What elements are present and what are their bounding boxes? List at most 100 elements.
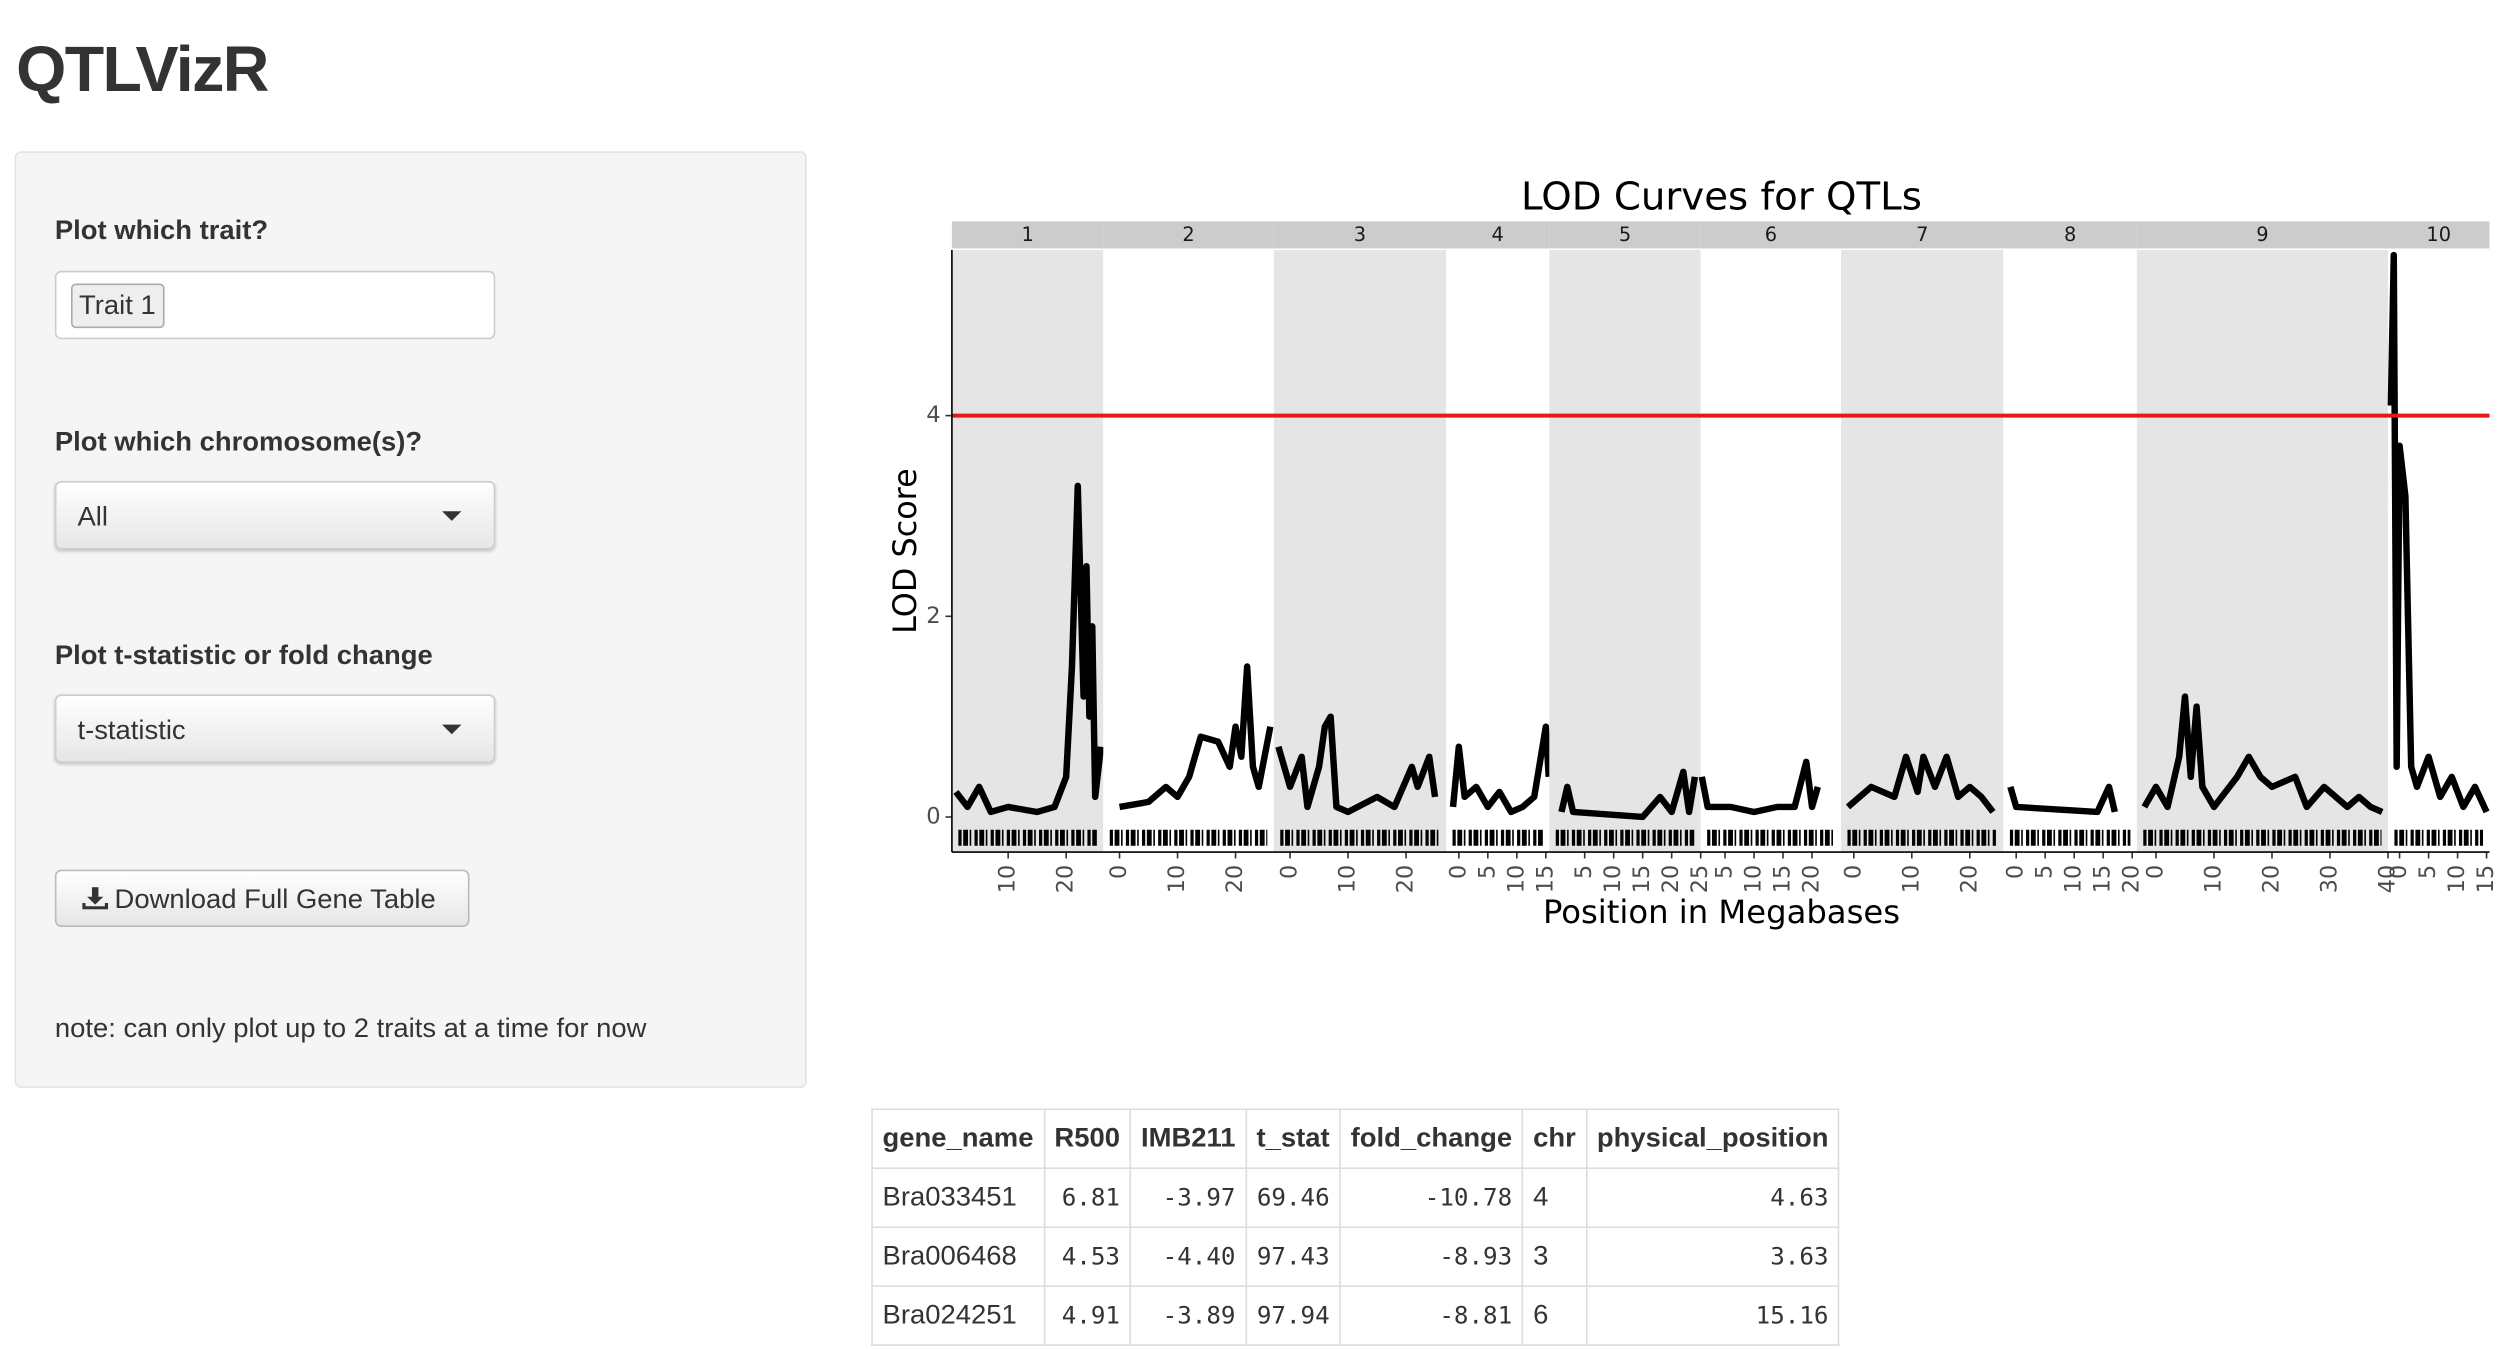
facet-panel: [2136, 250, 2388, 853]
facet-panel: [1103, 250, 1274, 853]
facet-strip: [1273, 221, 1447, 249]
stat-value: t-statistic: [77, 715, 186, 746]
x-tick-label: 5: [1711, 865, 1737, 879]
x-tick-label: 10: [2444, 865, 2470, 893]
table-cell: 6: [1521, 1285, 1588, 1346]
facet-strip: [1841, 221, 2004, 249]
lod-curve: [953, 482, 1105, 816]
lod-curve: [2141, 693, 2384, 815]
x-tick-label: 20: [1053, 865, 1079, 893]
chrom-select[interactable]: All: [54, 480, 496, 550]
column-header: fold_change: [1339, 1108, 1524, 1170]
lod-curve: [1845, 753, 1996, 814]
facet-panel: [1700, 250, 1842, 853]
x-tick-label: 10: [995, 865, 1021, 893]
column-header: gene_name: [871, 1108, 1045, 1170]
facet-label: 9: [2256, 223, 2268, 246]
table-cell: 4.63: [1585, 1167, 1840, 1228]
x-tick-label: 0: [2142, 865, 2168, 879]
x-tick-label: 5: [1474, 865, 1500, 879]
x-tick-label: 25: [1687, 865, 1713, 893]
x-tick-label: 20: [1658, 865, 1684, 893]
table-cell: Bra006468: [871, 1226, 1045, 1287]
facet-panel: [2003, 250, 2137, 853]
table-row: Bra024251 4.91 -3.89 97.94 -8.81 6 15.16: [871, 1285, 1840, 1346]
stat-label: Plot t-statistic or fold change: [54, 640, 433, 671]
x-tick-label: 0: [1106, 865, 1132, 879]
table-cell: -8.93: [1339, 1226, 1524, 1287]
download-icon: [82, 887, 109, 910]
table-cell: 4.53: [1043, 1226, 1132, 1287]
x-tick-label: 0: [1840, 865, 1866, 879]
facet-strip: [2003, 221, 2137, 249]
facet-strip: [1700, 221, 1842, 249]
facet-strip: [2136, 221, 2388, 249]
table-cell: 3: [1521, 1226, 1588, 1287]
table-row: Bra006468 4.53 -4.40 97.43 -8.93 3 3.63: [871, 1226, 1840, 1287]
chrom-label: Plot which chromosome(s)?: [54, 426, 423, 458]
gene-table: gene_name R500 IMB211 t_stat fold_change chr p…: [871, 1108, 1840, 1346]
trait-label: Plot which trait?: [54, 215, 269, 246]
facet-label: 10: [2426, 223, 2451, 246]
x-tick-label: 10: [2061, 865, 2087, 893]
lod-curve: [1698, 758, 1821, 816]
facet-strip: [1103, 221, 1274, 249]
trait-tag[interactable]: Trait 1: [70, 283, 164, 329]
x-tick-label: 5: [2032, 865, 2058, 879]
facet-label: 4: [1492, 223, 1504, 246]
table-cell: 69.46: [1245, 1167, 1341, 1228]
stat-select[interactable]: t-statistic: [54, 694, 496, 763]
facet-strip: [2387, 221, 2490, 249]
column-header: IMB211: [1129, 1108, 1247, 1170]
note: note: can only plot up to 2 traits at a …: [54, 1012, 647, 1044]
x-tick-label: 0: [2003, 865, 2029, 879]
table-cell: Bra024251: [871, 1285, 1045, 1346]
column-header: physical_position: [1585, 1108, 1840, 1170]
y-axis-title: LOD Score: [886, 468, 924, 633]
facet-panel: [1549, 250, 1701, 853]
chrom-value: All: [77, 501, 108, 532]
x-tick-label: 10: [1740, 865, 1766, 893]
y-tick-label: 2: [926, 603, 940, 629]
column-header: t_stat: [1245, 1108, 1341, 1170]
trait-input[interactable]: Trait 1: [54, 270, 496, 340]
chart-title: LOD Curves for QTLs: [1521, 175, 1922, 220]
x-tick-label: 15: [1629, 865, 1655, 893]
x-tick-label: 20: [1956, 865, 1982, 893]
y-tick-label: 4: [926, 402, 940, 428]
column-header: R500: [1043, 1108, 1132, 1170]
table-cell: -3.89: [1129, 1285, 1247, 1346]
x-tick-label: 5: [2415, 865, 2441, 879]
facet-strip: [1446, 221, 1550, 249]
x-tick-label: 15: [1769, 865, 1795, 893]
x-tick-label: 10: [1164, 865, 1190, 893]
table-cell: -8.81: [1339, 1285, 1524, 1346]
x-tick-label: 15: [1532, 865, 1558, 893]
download-button[interactable]: Download Full Gene Table: [54, 869, 470, 927]
download-text: Download Full Gene Table: [114, 883, 436, 915]
facet-panel: [1841, 250, 2004, 853]
lod-curve: [2387, 251, 2490, 814]
x-tick-label: 10: [1600, 865, 1626, 893]
lod-curve: [1558, 768, 1699, 821]
x-tick-label: 20: [2119, 865, 2145, 893]
facet-label: 3: [1354, 223, 1366, 246]
x-tick-label: 20: [1798, 865, 1824, 893]
facet-strip: [1549, 221, 1701, 249]
x-tick-label: 0: [2386, 865, 2412, 879]
table-cell: 3.63: [1585, 1226, 1840, 1287]
x-axis-title: Position in Megabases: [1543, 893, 1900, 931]
lod-curve: [1118, 663, 1274, 811]
x-tick-label: 20: [2258, 865, 2284, 893]
table-cell: Bra033451: [871, 1167, 1045, 1228]
sidebar: Plot which trait? Trait 1 Plot which chr…: [14, 151, 807, 1088]
lod-chart: LOD Curves for QTLs Position in Megabase…: [886, 175, 2500, 931]
column-header: chr: [1521, 1108, 1588, 1170]
table-cell: 15.16: [1585, 1285, 1840, 1346]
x-tick-label: 20: [1392, 865, 1418, 893]
x-tick-label: 10: [1898, 865, 1924, 893]
facet-label: 2: [1182, 223, 1194, 246]
facet-panel: [2387, 250, 2490, 853]
lod-curve: [2007, 783, 2118, 816]
x-tick-label: 5: [1571, 865, 1597, 879]
